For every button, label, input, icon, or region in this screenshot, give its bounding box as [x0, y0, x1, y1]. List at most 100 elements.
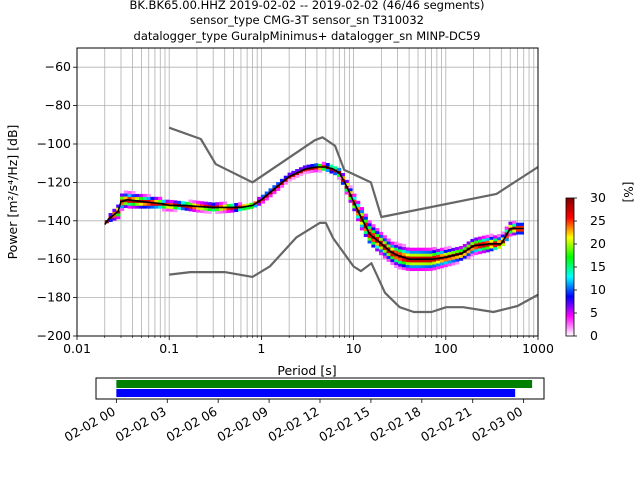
heatmap-cell: [413, 262, 418, 266]
heatmap-cell: [466, 252, 471, 257]
timeline-tick-label: 02-02 15: [316, 404, 372, 445]
heatmap-cell: [398, 260, 403, 264]
x-tick-label: 1: [257, 341, 265, 356]
heatmap-cell: [215, 210, 220, 215]
heatmap-cell: [321, 161, 326, 165]
heatmap-cell: [424, 267, 429, 272]
heatmap-cell: [447, 263, 452, 267]
heatmap-cell: [508, 230, 513, 234]
heatmap-cell: [215, 207, 220, 212]
heatmap-cell: [478, 242, 483, 246]
heatmap-cell: [314, 163, 319, 167]
heatmap-cell: [116, 216, 121, 220]
heatmap-cell: [447, 245, 452, 250]
heatmap-cell: [131, 205, 136, 209]
y-tick-label: −200: [37, 328, 71, 343]
x-axis-label: Period [s]: [277, 363, 336, 378]
heatmap-cell: [394, 261, 399, 266]
heatmap-cell: [348, 196, 353, 200]
heatmap-cell: [420, 256, 425, 260]
heatmap-cell: [371, 241, 376, 245]
heatmap-cell: [123, 201, 128, 206]
heatmap-cell: [409, 256, 414, 260]
heatmap-cell: [146, 199, 151, 203]
heatmap-cell: [398, 257, 403, 261]
heatmap-cell: [405, 253, 410, 257]
heatmap-cell: [344, 182, 349, 186]
heatmap-cell: [382, 243, 387, 248]
heatmap-cell: [466, 244, 471, 248]
heatmap-cell: [462, 246, 467, 251]
heatmap-cell: [359, 215, 365, 219]
heatmap-cell: [455, 249, 460, 253]
heatmap-cell: [356, 218, 361, 222]
heatmap-cell: [493, 246, 498, 251]
heatmap-cell: [390, 258, 395, 263]
heatmap-cell: [359, 212, 365, 217]
heatmap-cell: [375, 230, 380, 235]
heatmap-cell: [417, 264, 422, 269]
heatmap-cell: [512, 229, 517, 233]
heatmap-cell: [188, 208, 193, 212]
heatmap-cell: [394, 259, 399, 263]
heatmap-cell: [135, 193, 140, 198]
heatmap-cell: [158, 199, 163, 203]
heatmap-cell: [173, 209, 178, 213]
heatmap-cell: [142, 196, 147, 200]
heatmap-cell: [158, 205, 163, 209]
heatmap-cell: [139, 202, 144, 206]
heatmap-cell: [367, 240, 372, 244]
heatmap-cell: [295, 174, 300, 178]
heatmap-cell: [299, 173, 304, 177]
heatmap-cell: [180, 207, 186, 211]
heatmap-cell: [436, 260, 441, 264]
heatmap-cell: [405, 250, 410, 254]
heatmap-cell: [375, 233, 380, 237]
heatmap-cell: [409, 247, 414, 251]
heatmap-cell: [215, 202, 220, 206]
heatmap-cell: [222, 201, 227, 205]
heatmap-cell: [398, 251, 403, 256]
heatmap-cell: [283, 175, 288, 179]
heatmap-cell: [253, 204, 258, 208]
title-line-datalogger: datalogger_type GuralpMinimus+ datalogge…: [134, 29, 481, 43]
heatmap-cell: [203, 207, 208, 211]
heatmap-cell: [420, 253, 425, 257]
heatmap-cell: [279, 184, 285, 188]
heatmap-cell: [245, 206, 250, 210]
heatmap-cell: [382, 246, 387, 250]
heatmap-cell: [245, 203, 250, 207]
heatmap-cell: [196, 200, 201, 204]
heatmap-cell: [268, 188, 273, 192]
heatmap-cell: [119, 202, 125, 206]
heatmap-cell: [386, 247, 391, 251]
heatmap-cell: [424, 264, 429, 269]
heatmap-cell: [367, 220, 372, 224]
heatmap-cell: [420, 259, 425, 263]
heatmap-cell: [481, 241, 486, 245]
heatmap-cell: [428, 262, 433, 266]
heatmap-cell: [519, 222, 525, 226]
heatmap-cell: [234, 208, 239, 212]
heatmap-cell: [390, 241, 395, 245]
heatmap-cell: [135, 205, 140, 209]
heatmap-cell: [428, 267, 433, 272]
heatmap-cell: [344, 191, 349, 195]
heatmap-cell: [108, 218, 113, 222]
heatmap-cell: [470, 253, 475, 257]
heatmap-cell: [325, 162, 330, 167]
heatmap-cell: [165, 199, 170, 203]
heatmap-cell: [409, 267, 414, 272]
heatmap-cell: [443, 249, 448, 253]
heatmap-cell: [424, 262, 429, 266]
heatmap-cell: [378, 246, 384, 250]
heatmap-cell: [436, 251, 441, 255]
heatmap-cell: [310, 169, 315, 173]
heatmap-cell: [405, 267, 410, 271]
heatmap-cell: [394, 264, 399, 268]
heatmap-cell: [401, 264, 406, 268]
heatmap-cell: [318, 166, 323, 170]
heatmap-cell: [314, 169, 319, 173]
heatmap-cell: [375, 242, 380, 246]
heatmap-cell: [394, 247, 399, 251]
